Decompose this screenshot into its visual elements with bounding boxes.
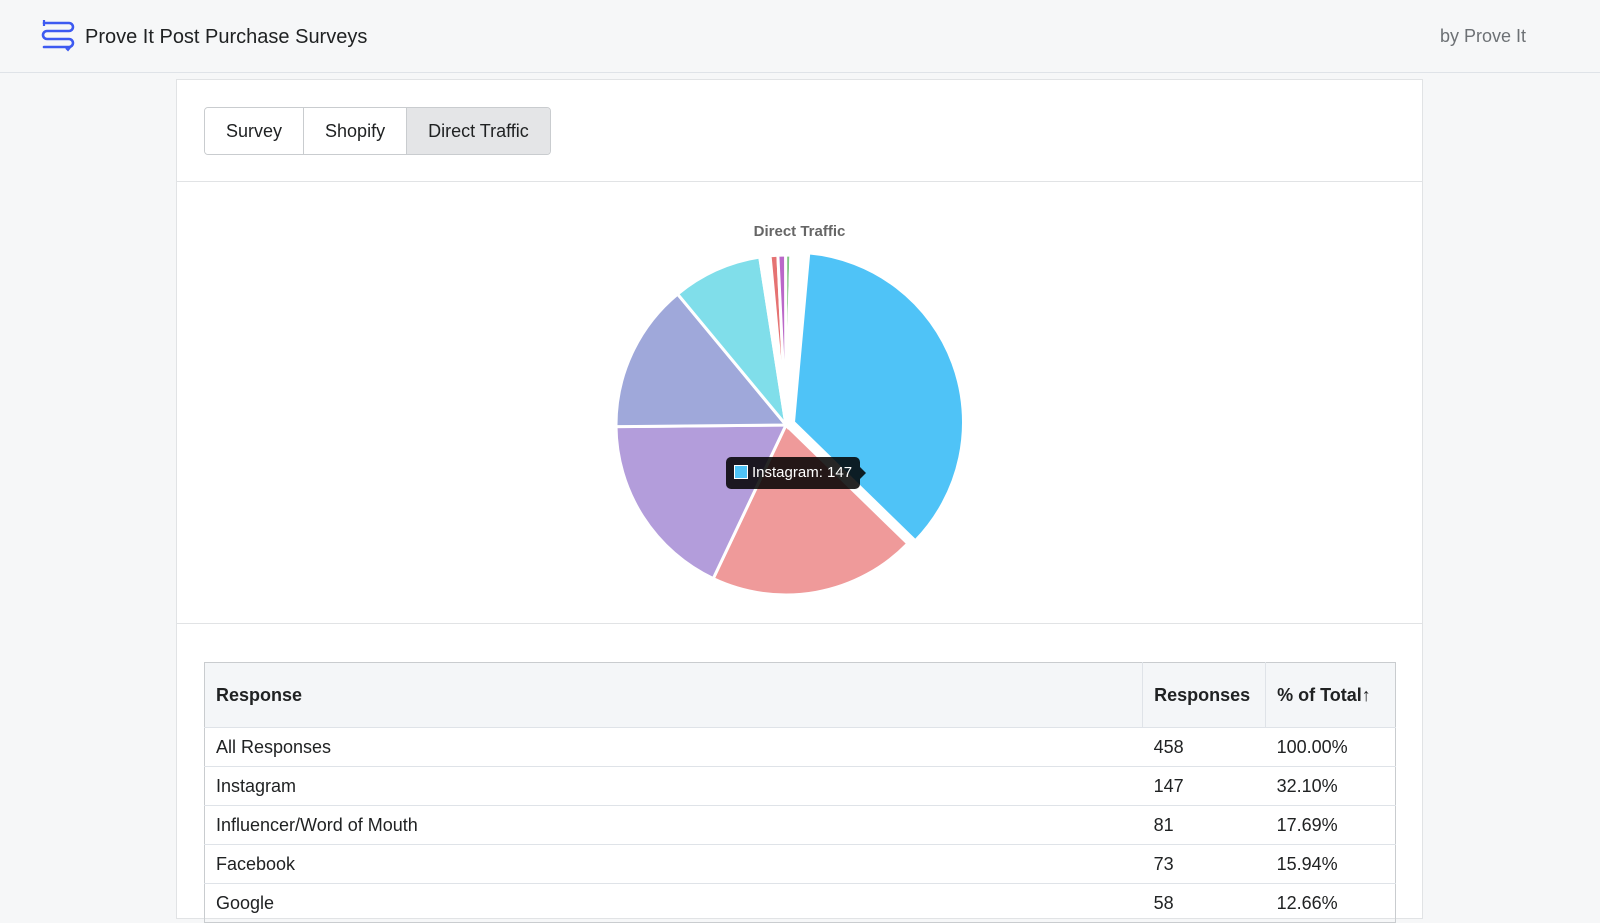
cell-response: Instagram [204,766,1143,806]
cell-percent: 32.10% [1265,766,1396,806]
top-bar: Prove It Post Purchase Surveys by Prove … [0,0,1600,73]
cell-response: Influencer/Word of Mouth [204,805,1143,845]
tab-survey[interactable]: Survey [205,108,305,154]
header-response[interactable]: Response [204,662,1143,728]
tooltip-text: Instagram: 147 [752,464,853,481]
cell-response: All Responses [204,727,1143,767]
header-responses[interactable]: Responses [1142,662,1266,728]
cell-responses: 458 [1142,727,1266,767]
pie-slice-influencer-word-of-mouth[interactable] [711,422,910,597]
table-row: Facebook 73 15.94% [204,844,1396,884]
table-row: Influencer/Word of Mouth 81 17.69% [204,805,1396,845]
table-row: All Responses 458 100.00% [204,727,1396,767]
divider [177,623,1422,624]
cell-response: Google [204,883,1143,923]
pie-chart [614,251,965,597]
cell-responses: 58 [1142,883,1266,923]
table-header-row: Response Responses % of Total↑ [204,662,1396,728]
header-percent[interactable]: % of Total↑ [1265,662,1396,728]
table-row: Google 58 12.66% [204,883,1396,923]
pie-slice-other-i[interactable] [784,253,803,426]
view-tabs: Survey Shopify Direct Traffic [204,107,551,155]
byline: by Prove It [1439,26,1526,46]
cell-percent: 12.66% [1265,883,1396,923]
pie-slice-google[interactable] [614,291,790,429]
brand[interactable]: Prove It Post Purchase Surveys [41,18,367,57]
app-title: Prove It Post Purchase Surveys [85,26,368,48]
cell-responses: 81 [1142,805,1266,845]
cell-percent: 15.94% [1265,844,1396,884]
divider [177,181,1422,182]
chart-title: Direct Traffic [753,223,846,240]
pie-slice-other-a[interactable] [675,255,789,431]
cell-responses: 147 [1142,766,1266,806]
cell-response: Facebook [204,844,1143,884]
chart-tooltip: Instagram: 147 [726,457,867,489]
pie-slice-instagram[interactable] [791,251,965,543]
cell-responses: 73 [1142,844,1266,884]
cell-percent: 100.00% [1265,727,1396,767]
tab-shopify[interactable]: Shopify [304,108,408,154]
report-card: Survey Shopify Direct Traffic Direct Tra… [176,79,1423,923]
cell-percent: 17.69% [1265,805,1396,845]
responses-table: Response Responses % of Total↑ All Respo… [204,662,1396,923]
list-check-icon [41,18,75,57]
tab-direct-traffic[interactable]: Direct Traffic [407,108,550,154]
tooltip-swatch [734,465,748,479]
table-row: Instagram 147 32.10% [204,766,1396,806]
